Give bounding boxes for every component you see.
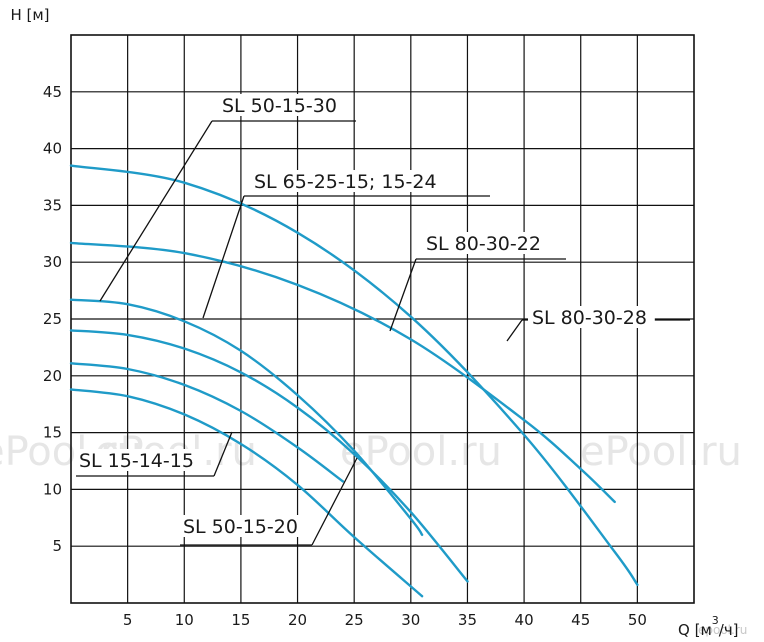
callout-label-bg: [75, 449, 202, 471]
x-axis-title-unit: м: [700, 621, 711, 639]
callout-label-bg: [528, 306, 655, 328]
y-tick-label: 5: [52, 537, 62, 555]
callout-leader: [389, 258, 417, 332]
pump-curve: [69, 329, 469, 583]
callout-label-bg: [218, 94, 345, 116]
x-tick-label: 45: [571, 611, 590, 629]
watermark-text: ePool.ru: [340, 429, 502, 475]
pump-curve: [69, 164, 639, 586]
y-tick-label: 35: [43, 196, 62, 214]
x-tick-label: 20: [288, 611, 307, 629]
curve-label: SL 80-30-28: [532, 307, 647, 329]
axis-layer: H [м] Q [м3/ч] 5 10 15 20 25 30 35 40 45 50 5 10 15 2…: [10, 6, 738, 639]
y-tick-label: 20: [43, 367, 62, 385]
callout-leader: [99, 120, 213, 302]
pump-curve: [69, 362, 345, 483]
y-tick-label: 40: [43, 140, 62, 158]
label-layer: SL 50-15-30 SL 65-25-15; 15-24 SL 80-30-22…: [75, 94, 690, 546]
x-axis-title-exp: 3: [712, 614, 719, 627]
y-tick-label: 15: [43, 424, 62, 442]
x-tick-label: 25: [345, 611, 364, 629]
watermark-small-text: epool.ru: [698, 623, 747, 637]
x-tick-label: 5: [123, 611, 133, 629]
x-axis-title: Q [м3/ч]: [678, 614, 739, 639]
x-tick-label: 10: [175, 611, 194, 629]
y-axis-title: H [м]: [10, 6, 49, 24]
x-axis-title-rest: /ч]: [719, 621, 739, 639]
callout-label-bg: [422, 232, 549, 254]
plot-frame: [70, 34, 695, 604]
callout-label-bg: [250, 170, 453, 192]
x-tick-label: 15: [231, 611, 250, 629]
curve-label: SL 80-30-22: [426, 233, 541, 255]
x-tick-label: 35: [458, 611, 477, 629]
curve-layer: [69, 164, 639, 598]
y-tick-label: 10: [43, 480, 62, 498]
callout-leader: [311, 457, 358, 546]
pump-curve: [69, 298, 424, 536]
curve-label: SL 65-25-15; 15-24: [254, 171, 437, 193]
x-tick-label: 50: [628, 611, 647, 629]
grid-layer: [70, 34, 695, 604]
callout-label-bg: [179, 515, 306, 537]
y-tick-label: 25: [43, 310, 62, 328]
x-tick-label: 30: [401, 611, 420, 629]
watermark-text: ePool.ru: [580, 429, 742, 475]
x-axis-title-prefix: Q [: [678, 621, 700, 639]
y-tick-label: 45: [43, 83, 62, 101]
y-tick-label: 30: [43, 253, 62, 271]
callout-leader: [202, 195, 245, 319]
pump-curve: [69, 241, 616, 504]
curve-label: SL 50-15-20: [183, 516, 298, 538]
pump-curve: [69, 388, 424, 598]
curve-label: SL 15-14-15: [79, 450, 194, 472]
callout-leader: [506, 319, 523, 342]
curve-label: SL 50-15-30: [222, 95, 337, 117]
callout-leader: [213, 431, 233, 477]
x-tick-label: 40: [515, 611, 534, 629]
